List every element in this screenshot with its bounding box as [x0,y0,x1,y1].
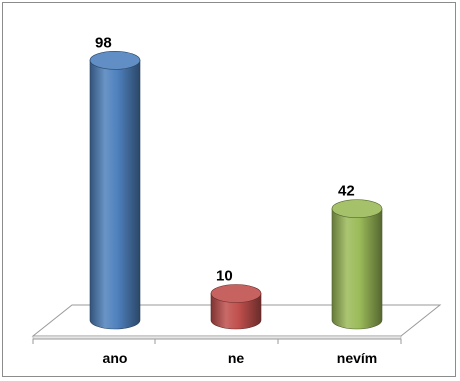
category-label: ano [103,350,128,366]
category-label: nevím [337,350,377,366]
data-label: 98 [95,34,112,51]
data-label: 42 [338,183,355,200]
bar-top-cap [331,199,383,218]
data-label: 10 [216,268,233,285]
bar-nevím [331,199,383,330]
bar-top-cap [210,284,262,303]
bar-top-cap [89,50,141,70]
bar-ne [210,284,262,330]
bar-body [210,293,262,330]
category-label: ne [228,350,245,366]
bar-ano [89,50,141,330]
bar-body [89,60,141,330]
bar-body [331,208,383,330]
